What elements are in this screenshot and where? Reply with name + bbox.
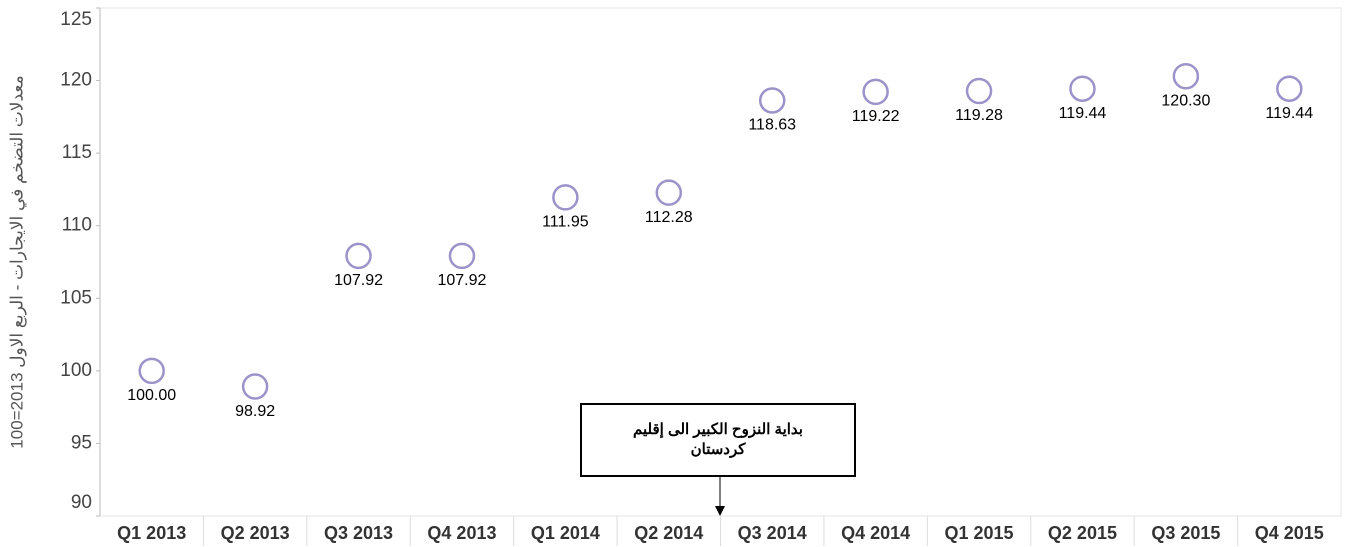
data-label: 107.92 — [334, 272, 383, 289]
annotation: بداية النزوح الكبير الى إقليم كردستان — [580, 403, 856, 477]
data-label: 119.28 — [955, 107, 1003, 124]
point — [1276, 75, 1303, 102]
x-tick-label: Q2 2014 — [634, 523, 703, 543]
point — [1172, 62, 1200, 90]
x-tick-label: Q2 2015 — [1048, 523, 1117, 543]
y-tick-label: 95 — [71, 432, 92, 453]
data-label: 112.28 — [645, 209, 693, 226]
data-label: 107.92 — [437, 272, 486, 289]
x-tick-label: Q3 2014 — [738, 523, 807, 543]
point — [345, 242, 372, 270]
point — [965, 77, 993, 105]
data-label: 120.30 — [1161, 92, 1210, 109]
point — [241, 373, 269, 400]
point — [655, 179, 683, 206]
y-tick-label: 100 — [60, 360, 92, 381]
x-tick-label: Q3 2013 — [324, 523, 393, 543]
data-label: 98.92 — [235, 403, 275, 420]
data-label: 119.44 — [1059, 105, 1107, 122]
point — [758, 87, 786, 114]
data-label: 119.44 — [1265, 105, 1313, 122]
point — [1069, 75, 1096, 102]
x-tick-label: Q4 2013 — [427, 523, 496, 543]
y-axis-label: معدلات التضخم في الايجارات - الربع الاول… — [7, 75, 27, 448]
annotation-arrowhead — [715, 506, 725, 516]
x-tick-label: Q4 2015 — [1255, 523, 1324, 543]
data-label: 119.22 — [852, 108, 900, 125]
point — [552, 184, 579, 211]
y-tick-label: 125 — [60, 9, 92, 30]
x-tick-label: Q4 2014 — [841, 523, 910, 543]
data-label: 100.00 — [127, 387, 176, 404]
y-tick-label: 90 — [71, 492, 92, 513]
x-tick-label: Q1 2013 — [117, 523, 186, 543]
data-label: 111.95 — [542, 214, 589, 231]
point — [138, 357, 165, 385]
y-tick-label: 115 — [62, 142, 92, 163]
y-tick-label: 120 — [60, 70, 92, 91]
x-tick-label: Q2 2013 — [221, 523, 290, 543]
x-tick-label: Q1 2014 — [531, 523, 600, 543]
x-tick-label: Q3 2015 — [1151, 523, 1220, 543]
point — [448, 242, 476, 270]
x-tick-label: Q1 2015 — [945, 523, 1014, 543]
point — [862, 78, 889, 106]
y-tick-label: 110 — [62, 215, 92, 236]
data-label: 118.63 — [748, 117, 796, 134]
y-tick-label: 105 — [60, 287, 92, 308]
